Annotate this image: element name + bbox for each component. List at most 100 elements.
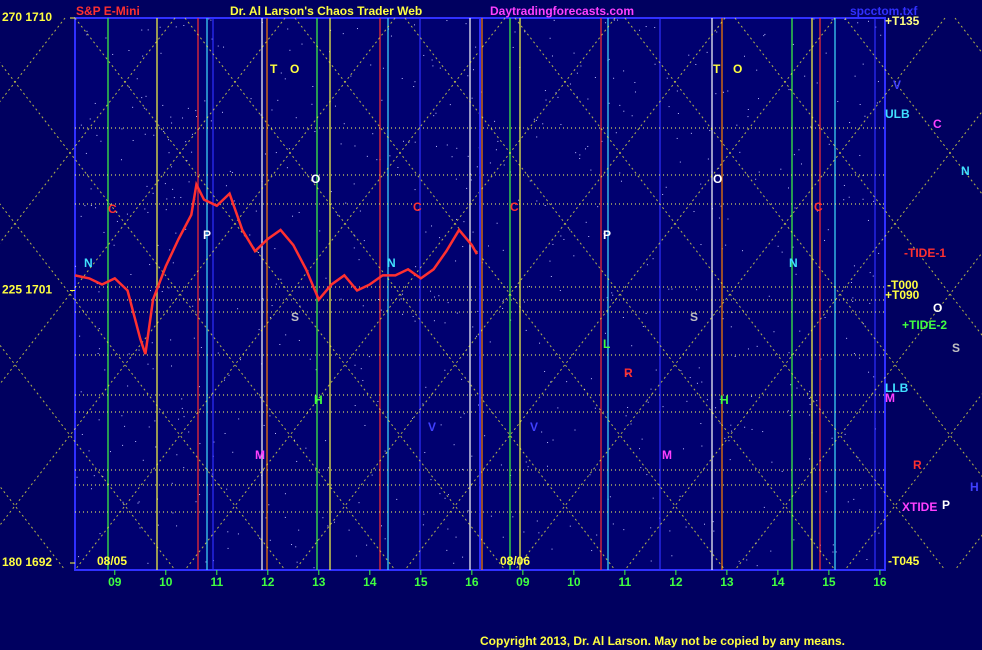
star: [860, 488, 862, 490]
star: [536, 520, 538, 522]
star: [868, 371, 870, 373]
star: [701, 445, 703, 447]
star: [763, 506, 765, 508]
star: [549, 260, 551, 262]
star: [612, 523, 614, 525]
star: [619, 172, 621, 174]
star: [381, 99, 383, 101]
star: [424, 452, 426, 454]
star: [433, 320, 435, 322]
star: [262, 298, 264, 300]
star: [305, 447, 307, 449]
star: [376, 159, 378, 161]
star: [78, 556, 80, 558]
diagonal: [404, 17, 836, 571]
star: [536, 200, 538, 202]
star: [679, 161, 681, 163]
star: [269, 316, 271, 318]
star: [868, 20, 869, 22]
star: [736, 124, 738, 126]
star: [546, 465, 548, 467]
star: [584, 148, 586, 150]
star: [96, 283, 98, 285]
star: [527, 466, 529, 468]
star: [731, 430, 733, 432]
star: [314, 130, 316, 132]
star: [724, 437, 726, 439]
star: [859, 357, 861, 359]
star: [255, 210, 257, 212]
star: [727, 218, 729, 220]
star: [227, 531, 229, 533]
star: [136, 78, 138, 80]
star: [762, 431, 764, 433]
star: [825, 491, 827, 493]
star: [487, 245, 489, 247]
star: [516, 286, 518, 288]
star: [295, 546, 297, 548]
star: [662, 406, 664, 408]
star: [80, 215, 82, 217]
star: [277, 99, 279, 101]
star: [615, 132, 617, 134]
star: [75, 265, 77, 267]
star: [145, 95, 147, 97]
star: [80, 391, 82, 393]
star: [869, 302, 871, 304]
star: [280, 278, 282, 280]
date-label: 08/06: [500, 554, 530, 568]
star: [569, 229, 571, 231]
star: [250, 98, 252, 100]
star: [611, 292, 613, 294]
annotation: -T000: [887, 278, 919, 292]
star: [553, 19, 555, 21]
y-tick-label: 180 1692: [2, 555, 52, 569]
star: [557, 407, 559, 409]
star: [85, 152, 87, 154]
star: [795, 273, 797, 275]
star: [444, 369, 446, 371]
star: [781, 470, 783, 472]
star: [137, 502, 139, 504]
diagonal: [74, 17, 506, 571]
star: [439, 67, 441, 69]
star: [415, 266, 417, 268]
star: [847, 501, 849, 503]
star: [788, 89, 790, 91]
star: [362, 305, 364, 307]
annotation: V: [893, 78, 901, 92]
star: [463, 413, 465, 415]
star: [397, 166, 399, 168]
star: [612, 294, 614, 296]
star: [143, 107, 145, 109]
star: [787, 187, 789, 189]
star: [701, 381, 703, 383]
star: [585, 221, 587, 223]
star: [90, 188, 92, 190]
star: [719, 398, 721, 400]
annotation: -T045: [888, 554, 920, 568]
star: [596, 534, 598, 536]
star: [503, 164, 505, 166]
star: [185, 228, 187, 230]
annotation: ULB: [885, 107, 910, 121]
star: [227, 547, 229, 549]
x-tick-label: 09: [108, 575, 122, 589]
star: [484, 435, 486, 437]
star: [859, 104, 861, 106]
star: [639, 448, 641, 450]
star: [315, 369, 317, 371]
annotation: T: [713, 62, 721, 76]
star: [176, 525, 178, 527]
star: [210, 19, 212, 21]
star: [472, 69, 474, 71]
star: [413, 86, 415, 88]
star: [90, 488, 92, 490]
star: [804, 75, 806, 77]
star: [355, 555, 357, 557]
star: [700, 183, 702, 185]
star: [411, 417, 413, 419]
star: [512, 46, 514, 48]
star: [284, 78, 286, 80]
star: [831, 19, 833, 21]
